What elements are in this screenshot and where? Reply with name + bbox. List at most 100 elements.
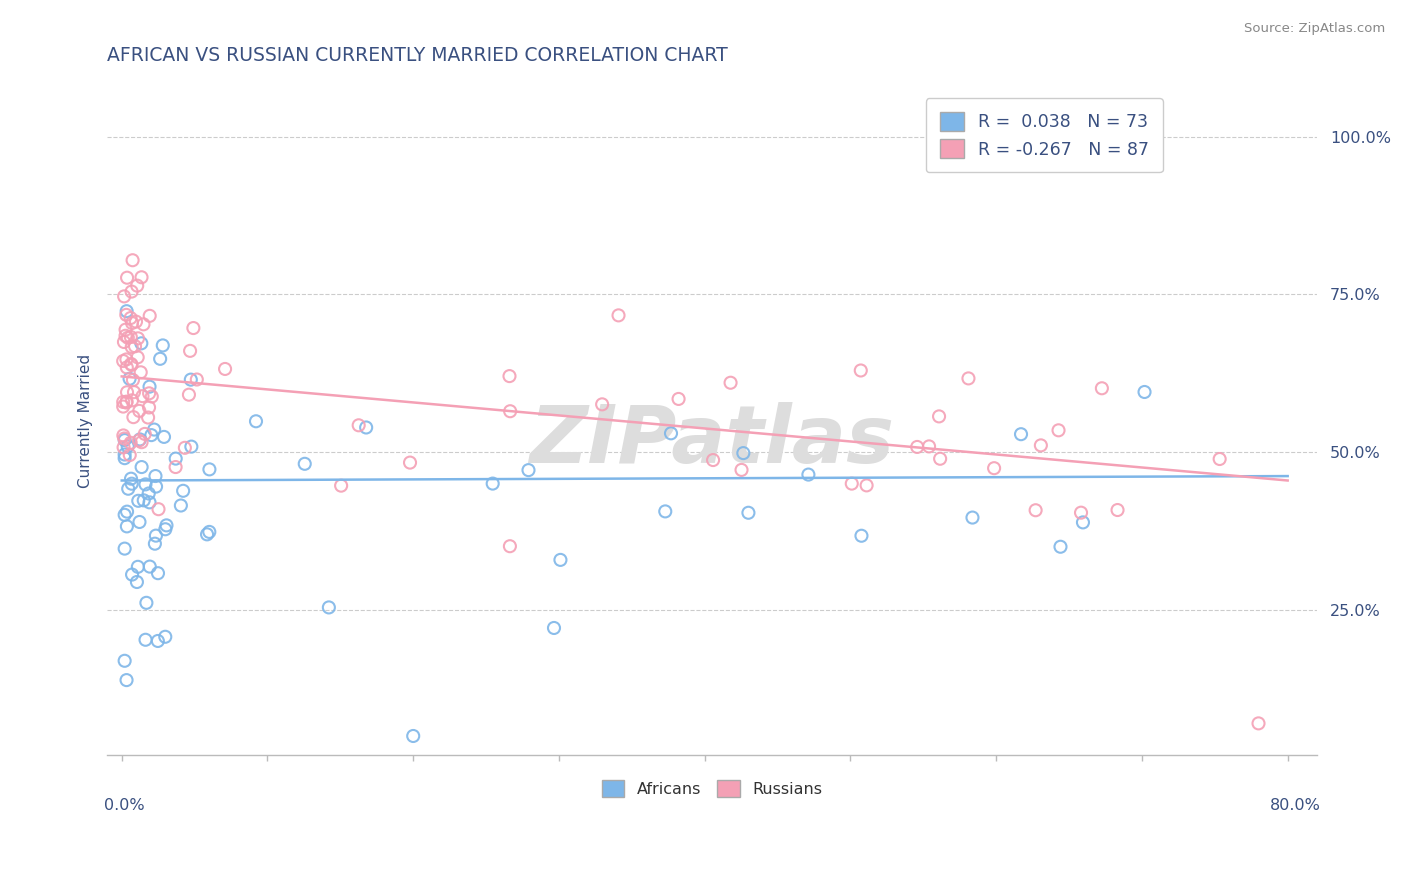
Point	[179, 343, 201, 358]
Point	[841, 476, 863, 491]
Point	[1091, 381, 1114, 395]
Point	[136, 410, 159, 425]
Point	[122, 410, 145, 425]
Point	[112, 428, 135, 442]
Point	[114, 433, 136, 447]
Point	[135, 632, 157, 647]
Point	[114, 508, 136, 522]
Point	[141, 428, 163, 442]
Point	[399, 456, 422, 470]
Point	[318, 600, 340, 615]
Point	[928, 409, 950, 424]
Point	[128, 515, 150, 529]
Point	[659, 426, 682, 441]
Point	[129, 365, 152, 379]
Point	[135, 596, 157, 610]
Point	[114, 654, 136, 668]
Point	[112, 441, 135, 455]
Point	[115, 352, 138, 367]
Point	[1208, 452, 1230, 467]
Point	[112, 334, 135, 349]
Point	[172, 483, 194, 498]
Point	[294, 457, 316, 471]
Point	[186, 372, 208, 386]
Point	[115, 395, 138, 409]
Point	[183, 321, 205, 335]
Point	[214, 362, 236, 376]
Point	[905, 440, 928, 454]
Point	[138, 401, 160, 415]
Point	[125, 315, 148, 329]
Point	[112, 400, 135, 414]
Point	[112, 432, 135, 446]
Point	[128, 434, 150, 448]
Text: 0.0%: 0.0%	[104, 798, 145, 814]
Point	[148, 502, 170, 516]
Point	[138, 486, 160, 500]
Point	[114, 451, 136, 466]
Point	[668, 392, 690, 406]
Point	[607, 309, 630, 323]
Point	[1133, 384, 1156, 399]
Point	[115, 394, 138, 409]
Point	[120, 435, 142, 450]
Point	[145, 479, 167, 493]
Point	[112, 395, 135, 409]
Point	[120, 357, 142, 371]
Point	[125, 574, 148, 589]
Point	[114, 448, 136, 462]
Point	[114, 323, 136, 337]
Point	[1107, 503, 1129, 517]
Point	[117, 331, 139, 345]
Point	[330, 478, 353, 492]
Point	[929, 451, 952, 466]
Text: ZIPatlas: ZIPatlas	[530, 401, 894, 480]
Point	[131, 336, 153, 351]
Point	[115, 360, 138, 375]
Point	[115, 505, 138, 519]
Point	[654, 504, 676, 518]
Point	[131, 435, 153, 450]
Point	[127, 331, 149, 345]
Point	[198, 524, 221, 539]
Point	[129, 433, 152, 447]
Point	[180, 440, 202, 454]
Point	[165, 451, 187, 466]
Point	[115, 270, 138, 285]
Point	[1029, 438, 1052, 452]
Point	[132, 493, 155, 508]
Point	[115, 519, 138, 533]
Point	[1010, 427, 1032, 442]
Point	[121, 393, 143, 408]
Point	[957, 371, 980, 385]
Point	[1247, 716, 1270, 731]
Point	[180, 373, 202, 387]
Point	[733, 446, 755, 460]
Point	[122, 373, 145, 387]
Point	[153, 430, 176, 444]
Text: 80.0%: 80.0%	[1270, 798, 1320, 814]
Point	[851, 529, 873, 543]
Point	[121, 476, 143, 491]
Point	[132, 318, 155, 332]
Point	[117, 439, 139, 453]
Point	[1047, 423, 1070, 437]
Legend: Africans, Russians: Africans, Russians	[595, 773, 828, 804]
Point	[498, 369, 520, 384]
Point	[354, 420, 377, 434]
Point	[120, 311, 142, 326]
Text: Source: ZipAtlas.com: Source: ZipAtlas.com	[1244, 22, 1385, 36]
Point	[149, 351, 172, 366]
Point	[195, 527, 218, 541]
Point	[138, 309, 160, 323]
Point	[737, 506, 759, 520]
Point	[112, 289, 135, 303]
Point	[139, 559, 162, 574]
Point	[143, 537, 166, 551]
Point	[1071, 516, 1094, 530]
Point	[115, 673, 138, 687]
Point	[118, 448, 141, 462]
Y-axis label: Currently Married: Currently Married	[79, 353, 93, 488]
Point	[173, 441, 195, 455]
Point	[855, 478, 877, 492]
